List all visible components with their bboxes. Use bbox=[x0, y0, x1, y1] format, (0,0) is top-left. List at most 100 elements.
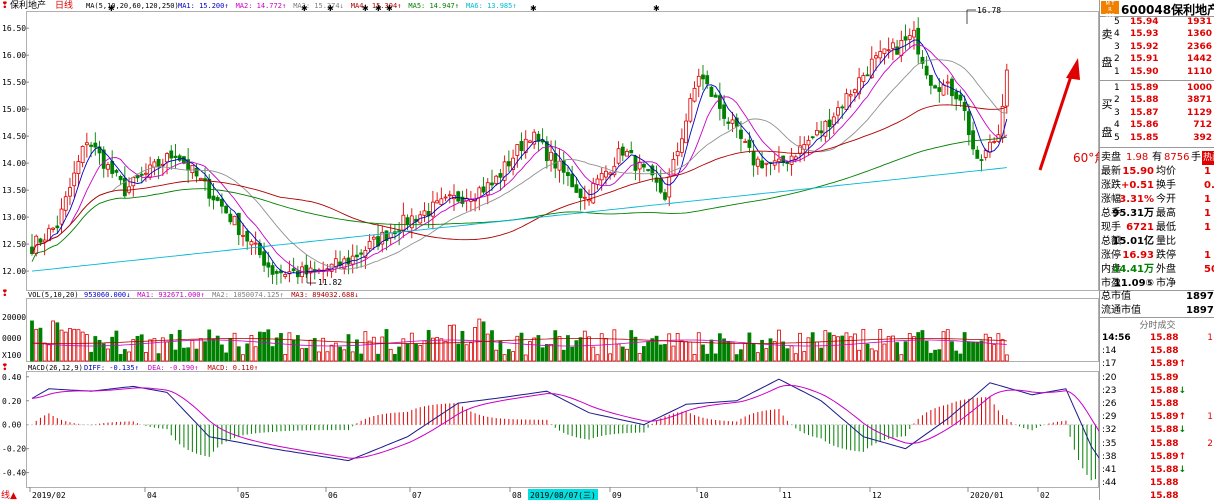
candle-body bbox=[211, 195, 216, 201]
volume-bar bbox=[422, 340, 427, 362]
ma-line bbox=[31, 39, 1008, 274]
volume-ma-line bbox=[31, 339, 1007, 347]
buy-level-row[interactable]: 5 15.85 392 bbox=[1108, 132, 1214, 144]
line-toggle[interactable]: 线▲ bbox=[1, 489, 17, 500]
volume-bar bbox=[608, 353, 613, 362]
volume-bar bbox=[122, 349, 127, 362]
order-level: 5 bbox=[1114, 132, 1120, 143]
candle-body bbox=[582, 196, 587, 199]
candle-body bbox=[937, 87, 942, 92]
quote-label: 涨跌 bbox=[1101, 180, 1121, 191]
tick-separator bbox=[1100, 317, 1214, 318]
buy-level-row[interactable]: 3 15.87 1129 bbox=[1108, 107, 1214, 119]
breakout-arrowhead bbox=[1066, 58, 1080, 80]
volume-bar bbox=[409, 332, 414, 362]
sell-level-row[interactable]: 4 15.93 1360 bbox=[1108, 28, 1214, 40]
event-marker-icon[interactable]: ✱ bbox=[108, 4, 115, 13]
period-label[interactable]: 日线 bbox=[55, 0, 73, 11]
candle-body bbox=[604, 170, 608, 178]
volume-bar bbox=[743, 343, 748, 362]
candle-body bbox=[608, 172, 613, 175]
quote-label: 市盈 bbox=[1101, 278, 1121, 289]
candle-body bbox=[228, 213, 233, 223]
event-marker-icon[interactable]: ✱ bbox=[386, 4, 393, 13]
candle-body bbox=[764, 162, 769, 165]
macd-axis-label: -0.40 bbox=[2, 469, 26, 478]
candle-body bbox=[253, 242, 258, 245]
candle-body bbox=[886, 49, 891, 52]
candle-body bbox=[384, 230, 389, 242]
volume-bar bbox=[211, 338, 216, 362]
volume-bar bbox=[734, 354, 739, 362]
macd-axis-label: 0.00 bbox=[2, 421, 21, 430]
candle-body bbox=[72, 172, 77, 187]
buy-level-row[interactable]: 2 15.88 3871 bbox=[1108, 94, 1214, 106]
event-marker-icon[interactable]: ✱ bbox=[301, 4, 308, 13]
sell-side-label-2: 盘 bbox=[1101, 56, 1113, 69]
sell-level-row[interactable]: 2 15.91 1442 bbox=[1108, 53, 1214, 65]
sell-level-row[interactable]: 1 15.90 1110 bbox=[1108, 66, 1214, 78]
order-volume: 1000 bbox=[1186, 83, 1212, 93]
volume-bar bbox=[515, 335, 520, 362]
candle-body bbox=[717, 95, 722, 109]
candle-body bbox=[578, 188, 583, 199]
event-marker-icon[interactable]: ✱ bbox=[375, 4, 382, 13]
volume-bar bbox=[148, 339, 153, 362]
date-axis-label: 06 bbox=[328, 491, 338, 500]
volume-axis-label: 20000 bbox=[2, 313, 26, 322]
sell-level-row[interactable]: 3 15.92 2366 bbox=[1108, 41, 1214, 53]
event-marker-icon[interactable]: ✱ bbox=[530, 4, 537, 13]
hot-badge[interactable]: 热门 bbox=[1202, 151, 1214, 165]
vol-legend-bar: ❢ VOL(5,10,20) 953060.000↓ MA1: 932671.00… bbox=[1, 289, 359, 299]
event-marker-icon[interactable]: ✱ bbox=[653, 4, 660, 13]
legend-item: MA5: 14.947↑ bbox=[408, 2, 459, 10]
volume-bar bbox=[958, 353, 963, 362]
legend-item: MA4: 15.304↑ bbox=[351, 2, 402, 10]
buy-level-row[interactable]: 1 15.89 1000 bbox=[1108, 82, 1214, 94]
volume-bar bbox=[853, 333, 857, 362]
menu-marker-icon[interactable]: ❢ bbox=[1, 1, 9, 11]
candle-body bbox=[523, 138, 528, 153]
quote-separator bbox=[1100, 147, 1214, 148]
volume-bar bbox=[625, 348, 629, 362]
buy-level-row[interactable]: 4 15.86 712 bbox=[1108, 119, 1214, 131]
volume-bar bbox=[182, 347, 186, 362]
tick-time: :29 bbox=[1102, 412, 1117, 423]
volume-bar bbox=[338, 346, 342, 362]
tick-row: 14:56 15.88 1 bbox=[1100, 332, 1214, 345]
candle-body bbox=[646, 169, 651, 171]
quote-row: 涨跌 +0.51 换手 0. bbox=[1100, 179, 1214, 193]
volume-bar bbox=[966, 341, 971, 362]
volume-bar bbox=[68, 328, 72, 362]
up-arrow-icon: ↑ bbox=[1178, 451, 1187, 462]
vol-marker-icon[interactable]: ❢ bbox=[1, 289, 9, 299]
event-marker-icon[interactable]: ✱ bbox=[327, 4, 334, 13]
volume-bar bbox=[899, 354, 904, 362]
sell-level-row[interactable]: 5 15.94 1931 bbox=[1108, 16, 1214, 28]
order-price: 15.88 bbox=[1130, 95, 1159, 106]
volume-bar bbox=[616, 343, 621, 362]
quote-row: 总手 95.31万 最高 1 bbox=[1100, 207, 1214, 221]
candle-body bbox=[544, 141, 549, 162]
up-arrow-icon: ↑ bbox=[1178, 359, 1187, 370]
volume-bar bbox=[528, 341, 532, 362]
kline-chart[interactable]: ❢ 保利地产 日线 MA(5,10,20,60,120,250) MA1: 15… bbox=[0, 0, 1099, 500]
candle-body bbox=[840, 106, 845, 109]
candle-body bbox=[903, 36, 908, 41]
candle-body bbox=[853, 89, 857, 94]
volume-bar bbox=[882, 343, 887, 362]
stock-code: 600048 bbox=[1121, 3, 1172, 17]
cursor-date-box bbox=[528, 489, 598, 500]
volume-bar bbox=[346, 334, 351, 362]
candle-body bbox=[291, 268, 296, 272]
buy-side-label-1: 买 bbox=[1101, 98, 1113, 111]
tick-price: 15.88↓ bbox=[1150, 425, 1187, 436]
macd-marker-icon[interactable]: ❢ bbox=[1, 363, 9, 373]
legend-item: MA3: 894032.688↓ bbox=[291, 291, 358, 299]
event-marker-icon[interactable]: ✱ bbox=[362, 4, 369, 13]
volume-bar bbox=[59, 329, 64, 362]
mtr-badge-icon[interactable]: M T R 380 bbox=[1101, 1, 1119, 19]
volume-bar bbox=[815, 341, 819, 362]
tick-time: :26 bbox=[1102, 399, 1117, 409]
candle-body bbox=[460, 196, 465, 204]
